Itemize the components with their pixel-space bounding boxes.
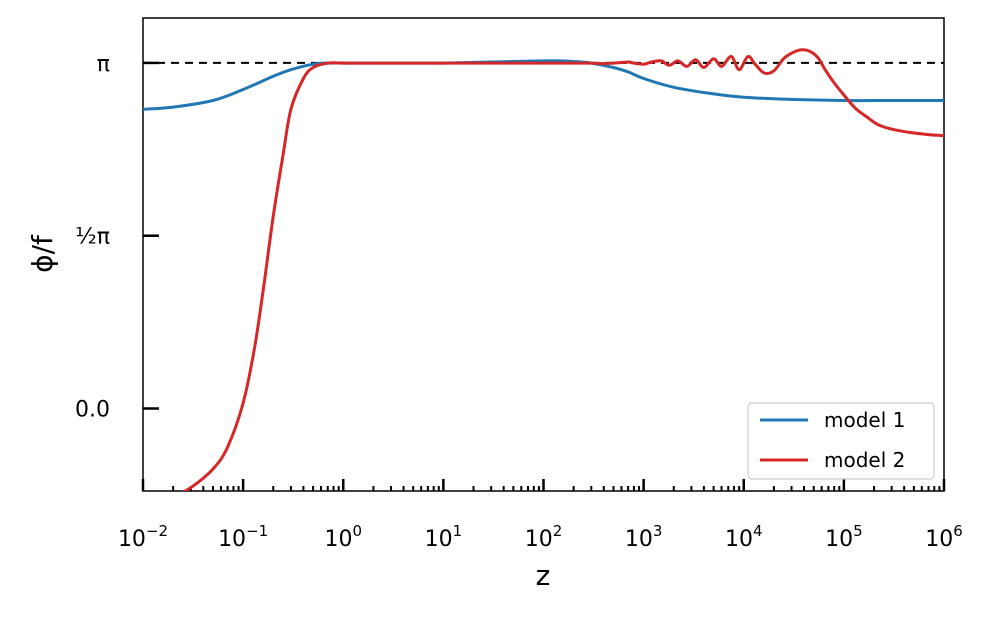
- x-minor-ticks: [172, 486, 941, 491]
- x-tick-labels: 10−2 10−1 100 101 102 103 104 105 106: [118, 522, 963, 552]
- y-tick-label: ½π: [75, 225, 110, 250]
- x-tick-label: 104: [725, 522, 763, 552]
- x-tick-label: 106: [925, 522, 963, 552]
- legend: model 1 model 2: [747, 402, 935, 480]
- x-tick-label: 10−1: [218, 522, 268, 552]
- x-tick-label: 105: [825, 522, 863, 552]
- x-major-ticks: [141, 479, 946, 491]
- series-line-model-2: [181, 48, 944, 491]
- legend-label-model-2: model 2: [824, 448, 905, 472]
- x-tick-label: 101: [425, 522, 463, 552]
- y-axis-label: ϕ/f: [26, 234, 59, 273]
- y-ticks: [143, 61, 159, 410]
- x-axis-label: z: [536, 559, 551, 592]
- y-tick-label: 0.0: [75, 398, 110, 423]
- y-tick-label: π: [97, 52, 110, 77]
- x-tick-label: 10−2: [118, 522, 168, 552]
- y-tick-labels: 0.0 ½π π: [75, 52, 110, 423]
- legend-label-model-1: model 1: [824, 408, 905, 432]
- series-lines: [143, 48, 944, 491]
- x-tick-label: 102: [525, 522, 563, 552]
- x-tick-label: 100: [324, 522, 362, 552]
- series-line-model-1: [143, 59, 944, 111]
- x-tick-label: 103: [625, 522, 663, 552]
